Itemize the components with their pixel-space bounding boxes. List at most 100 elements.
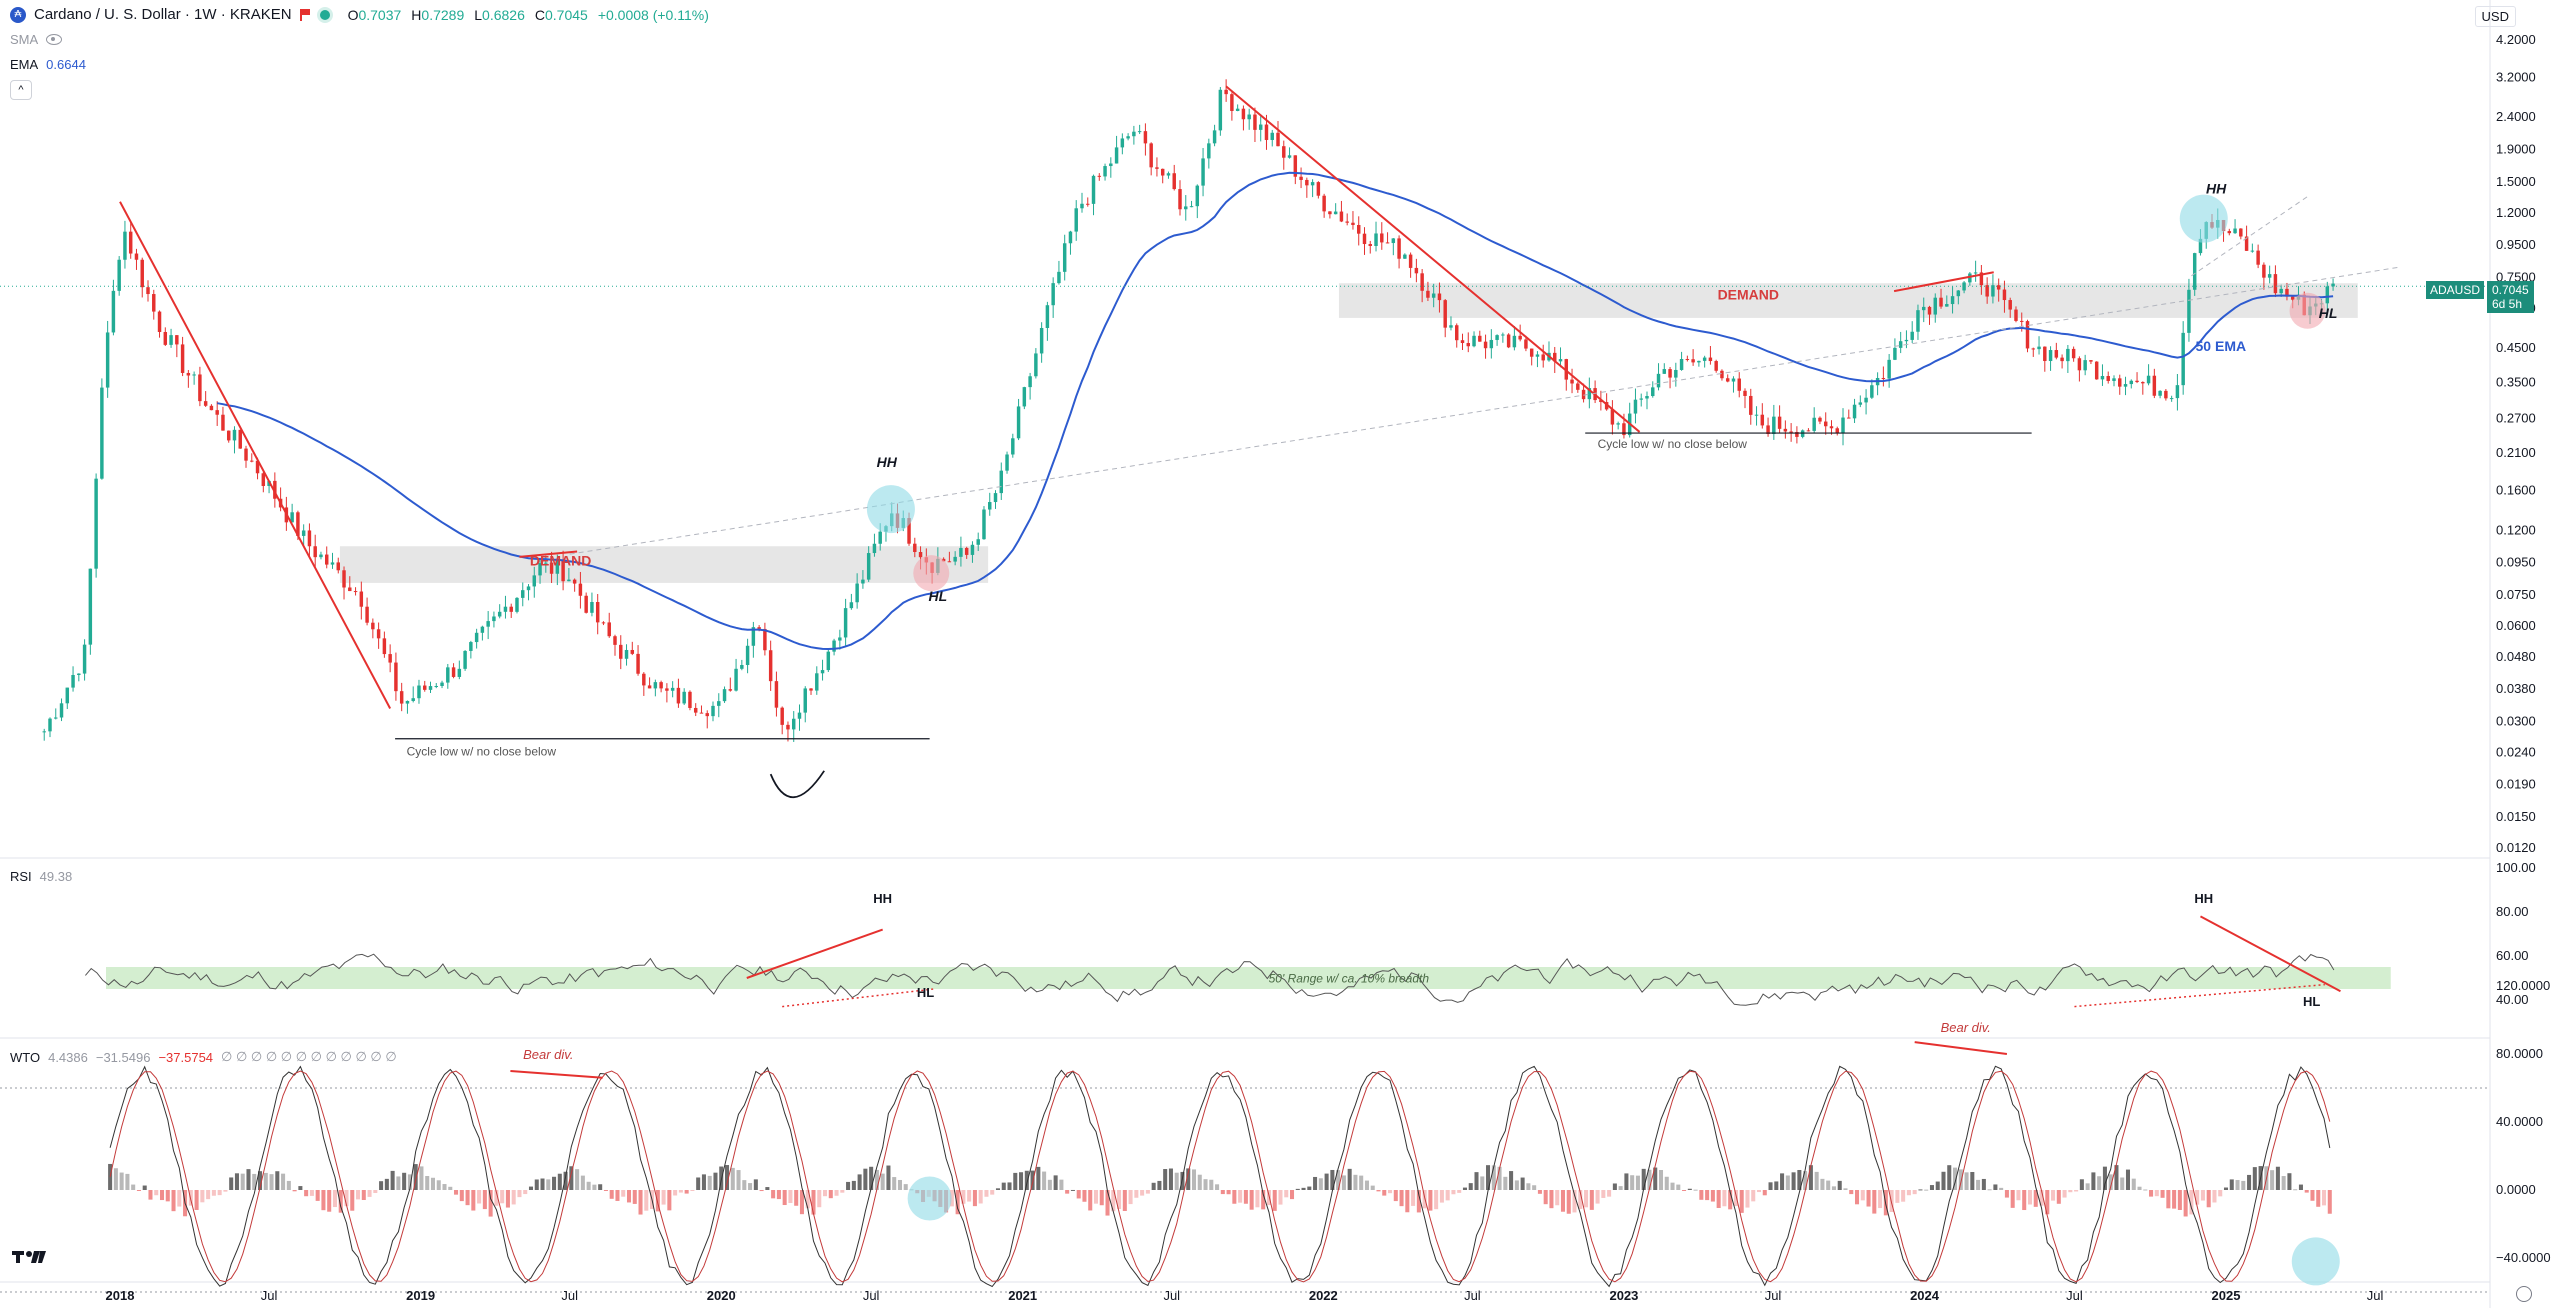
candle-body (1823, 421, 1828, 427)
candle-body (1581, 389, 1586, 400)
candle-body (209, 405, 214, 411)
wto-histogram-bar (1238, 1190, 1243, 1203)
wto-histogram-bar (557, 1173, 562, 1190)
wto-histogram-bar (361, 1190, 366, 1200)
wto-histogram-bar (373, 1190, 378, 1193)
wto-tick-label: 40.0000 (2496, 1114, 2543, 1129)
tradingview-logo-icon[interactable] (12, 1248, 46, 1269)
price-tick-label: 0.0150 (2496, 809, 2536, 824)
time-tick-label: Jul (1765, 1288, 1782, 1303)
candle-body (803, 688, 807, 713)
candle-body (2014, 309, 2018, 321)
wto-histogram-bar (2079, 1179, 2084, 1190)
candle-body (1633, 399, 1638, 414)
candle-body (774, 681, 779, 708)
candle-body (1668, 369, 1672, 378)
wto-histogram-bar (2275, 1166, 2280, 1190)
candle-body (1645, 396, 1649, 399)
wto-histogram-bar (327, 1190, 332, 1212)
wto-histogram-bar (1347, 1168, 1352, 1190)
sma-legend[interactable]: SMA (10, 32, 63, 47)
wto-tick-label: 80.0000 (2496, 1046, 2543, 1061)
wto-histogram-bar (799, 1190, 804, 1215)
candle-body (226, 430, 231, 441)
wto-tick-label: −40.0000 (2496, 1250, 2551, 1265)
candle-body (1806, 430, 1811, 432)
settings-gear-icon[interactable] (2516, 1286, 2532, 1302)
candle-body (1795, 431, 1799, 437)
wto-histogram-bar (1555, 1190, 1560, 1206)
wto-histogram-bar (834, 1190, 839, 1196)
time-tick-label: Jul (2367, 1288, 2384, 1303)
wto-legend[interactable]: WTO 4.4386 −31.5496 −37.5754 ∅ ∅ ∅ ∅ ∅ ∅… (10, 1049, 397, 1065)
candle-body (1501, 334, 1505, 336)
symbol-title[interactable]: Cardano / U. S. Dollar · 1W · KRAKEN (34, 6, 292, 23)
hl-label: HL (2319, 305, 2338, 321)
wto-histogram-bar (1768, 1182, 1773, 1190)
candle-body (353, 591, 358, 593)
wto-histogram-bar (511, 1190, 516, 1205)
candle-body (1356, 224, 1361, 234)
market-status-icon (319, 9, 330, 20)
flag-icon[interactable] (299, 8, 312, 21)
wto-histogram-bar (1589, 1190, 1594, 1210)
wto-histogram-bar (2281, 1176, 2286, 1190)
wto-histogram-bar (805, 1190, 810, 1209)
candle-body (88, 568, 93, 645)
candle-body (1160, 168, 1165, 176)
candle-body (1310, 182, 1315, 186)
wto-histogram-bar (2114, 1165, 2119, 1190)
candle-body (1172, 173, 1176, 190)
candle-body (65, 687, 70, 704)
wto-histogram-bar (1762, 1190, 1767, 1196)
candle-body (999, 470, 1004, 494)
symbol-header[interactable]: ₳ Cardano / U. S. Dollar · 1W · KRAKEN O… (10, 6, 709, 23)
wto-histogram-bar (2293, 1189, 2298, 1191)
candle-body (123, 231, 127, 260)
wto-histogram-bar (402, 1172, 407, 1190)
wto-histogram-bar (2304, 1190, 2309, 1193)
candle-body (1783, 428, 1788, 432)
wto-histogram-bar (1445, 1190, 1450, 1201)
wto-histogram-bar (2177, 1190, 2182, 1210)
candle-body (1022, 387, 1027, 407)
candle-body (728, 689, 733, 691)
wto-histogram-bar (234, 1173, 239, 1190)
ema-legend[interactable]: EMA 0.6644 (10, 57, 86, 72)
collapse-legend-button[interactable]: ^ (10, 80, 32, 100)
sma-label: SMA (10, 32, 39, 47)
wto-histogram-bar (903, 1184, 908, 1190)
candle-body (1847, 417, 1851, 419)
wto-histogram-bar (154, 1190, 159, 1196)
wto-histogram-bar (240, 1173, 245, 1190)
wto-histogram-bar (2056, 1190, 2061, 1204)
candle-body (451, 667, 456, 677)
wto-histogram-bar (1837, 1180, 1842, 1190)
candle-body (336, 562, 340, 571)
wto-histogram-bar (2183, 1190, 2188, 1217)
wto-histogram-bar (1705, 1190, 1710, 1201)
candle-body (624, 649, 629, 659)
price-tick-label: 0.2100 (2496, 445, 2536, 460)
wto-histogram-bar (684, 1190, 689, 1194)
candle-body (399, 691, 404, 704)
wto-histogram-bar (1543, 1190, 1548, 1205)
candle-body (290, 512, 294, 523)
wto-histogram-bar (1612, 1183, 1617, 1190)
wto-histogram-bar (863, 1168, 868, 1190)
wto-histogram-bar (869, 1166, 874, 1190)
wto-histogram-bar (1001, 1182, 1006, 1190)
rsi-legend[interactable]: RSI 49.38 (10, 869, 72, 884)
candle-body (843, 608, 848, 638)
price-tick-label: 0.3500 (2496, 375, 2536, 390)
currency-selector[interactable]: USD (2474, 6, 2516, 27)
wto-histogram-bar (2206, 1190, 2211, 1208)
wto-histogram-bar (171, 1190, 176, 1212)
eye-off-icon[interactable] (46, 34, 63, 45)
wto-histogram-bar (494, 1190, 499, 1206)
demand-label: DEMAND (530, 553, 591, 569)
bar-countdown: 6d 5h (2492, 297, 2523, 311)
wto-histogram-bar (1278, 1190, 1283, 1205)
candle-body (342, 570, 346, 588)
